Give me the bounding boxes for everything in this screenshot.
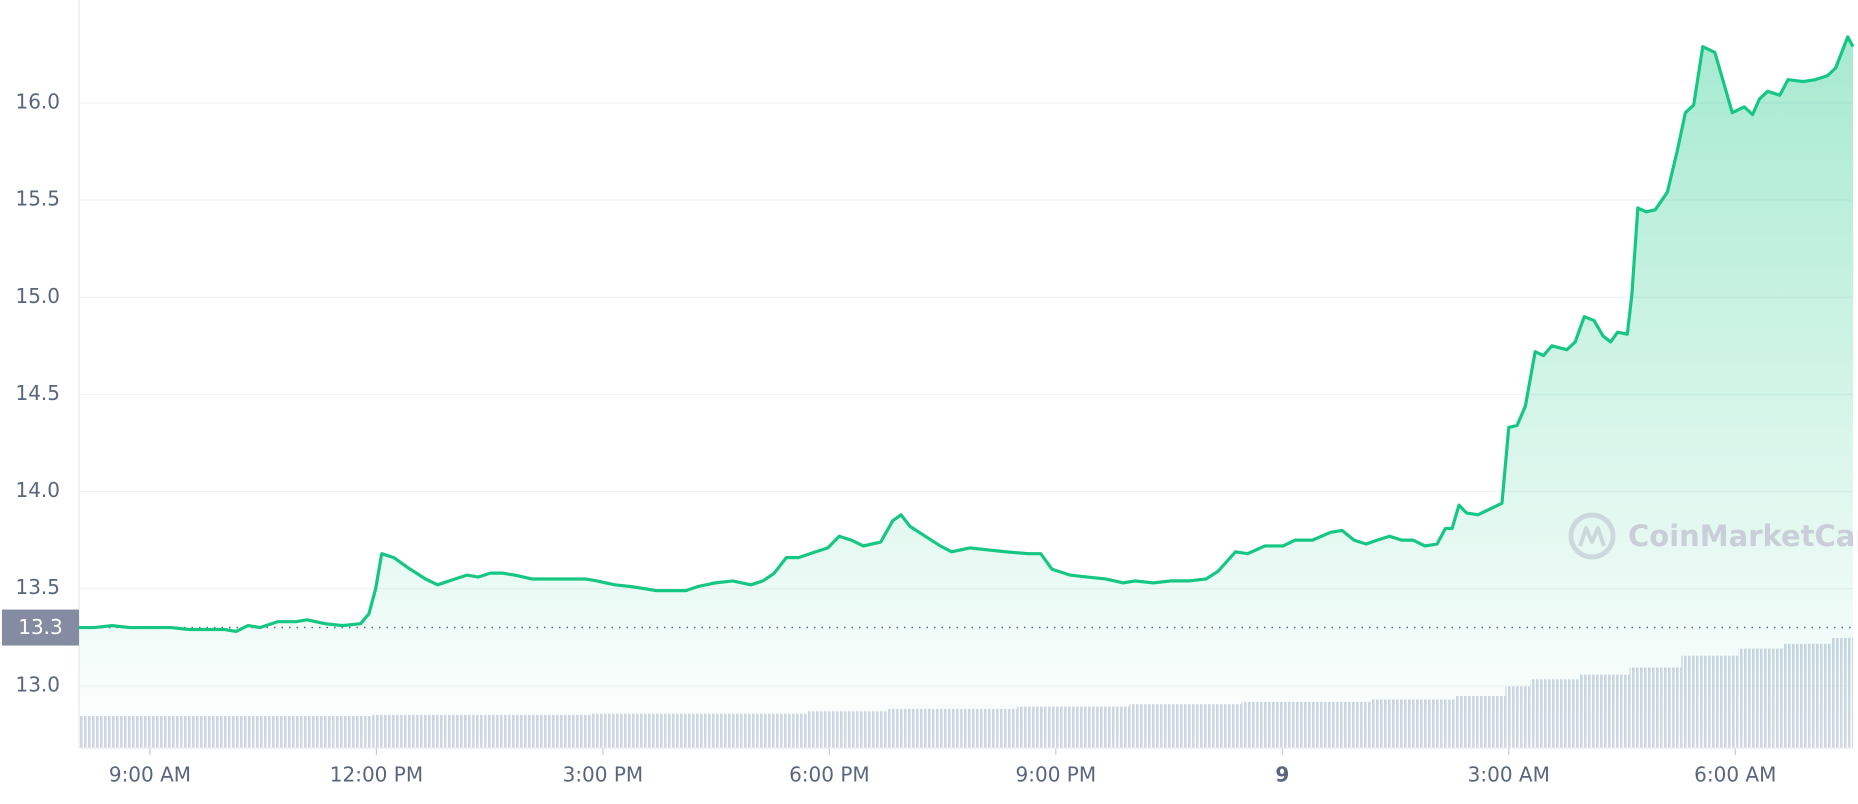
y-tick-label: 13.0 <box>15 672 60 696</box>
watermark-logo <box>1568 512 1616 560</box>
y-tick-label: 14.5 <box>15 381 60 405</box>
price-area <box>79 36 1853 749</box>
x-tick-label: 3:00 AM <box>1468 763 1550 787</box>
x-tick-label: 9 <box>1275 763 1289 787</box>
y-tick-label: 15.5 <box>15 187 60 211</box>
price-line <box>79 35 1855 634</box>
axes: 13.0 13.5 14.0 14.5 15.0 15.5 16.0 9:00 AM 12:00… <box>2 89 1853 787</box>
watermark: CoinMarketCap <box>1628 519 1858 553</box>
y-tick-label: 14.0 <box>15 478 60 502</box>
y-tick-label: 16.0 <box>15 89 60 113</box>
x-tick-label: 3:00 PM <box>563 763 644 787</box>
y-tick-label: 15.0 <box>15 284 60 308</box>
x-tick-label: 9:00 PM <box>1016 763 1097 787</box>
y-tick-label: 13.5 <box>15 575 60 599</box>
x-tick-label: 12:00 PM <box>330 763 423 787</box>
x-tick-label: 6:00 PM <box>789 763 870 787</box>
reference-label: 13.3 <box>18 615 63 639</box>
plot <box>79 35 1855 749</box>
x-tick-label: 9:00 AM <box>109 763 191 787</box>
reference-badge <box>2 609 79 646</box>
x-tick-label: 6:00 AM <box>1694 763 1776 787</box>
